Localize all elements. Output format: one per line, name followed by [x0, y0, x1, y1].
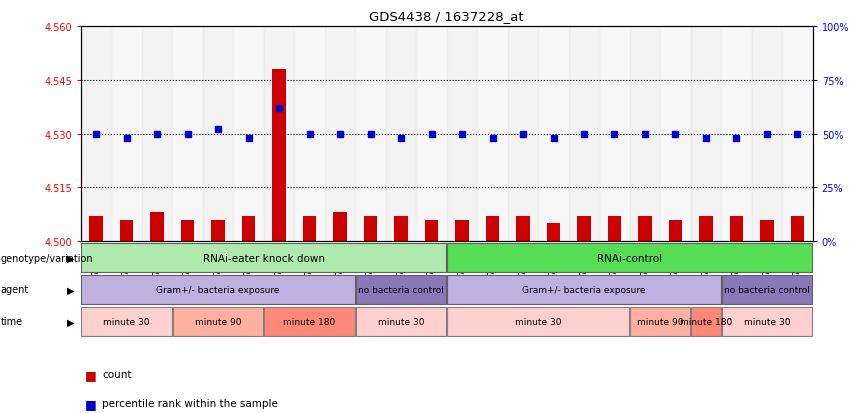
- Bar: [303, 216, 317, 242]
- Bar: [721, 27, 751, 242]
- Text: minute 30: minute 30: [744, 317, 791, 326]
- Bar: [722, 275, 812, 304]
- Bar: [355, 27, 386, 242]
- Text: genotype/variation: genotype/variation: [1, 253, 94, 263]
- Text: Gram+/- bacteria exposure: Gram+/- bacteria exposure: [523, 285, 646, 294]
- Bar: [538, 27, 568, 242]
- Bar: [782, 27, 813, 242]
- Bar: [294, 27, 325, 242]
- Bar: [448, 307, 629, 336]
- Text: Gram+/- bacteria exposure: Gram+/- bacteria exposure: [157, 285, 280, 294]
- Bar: [722, 307, 812, 336]
- Bar: [691, 27, 721, 242]
- Bar: [486, 216, 500, 242]
- Bar: [751, 27, 782, 242]
- Bar: [631, 307, 690, 336]
- Bar: [608, 216, 621, 242]
- Bar: [508, 27, 538, 242]
- Text: minute 90: minute 90: [195, 317, 242, 326]
- Text: GDS4438 / 1637228_at: GDS4438 / 1637228_at: [369, 10, 524, 23]
- Bar: [203, 27, 233, 242]
- Text: minute 30: minute 30: [103, 317, 150, 326]
- Text: minute 90: minute 90: [637, 317, 683, 326]
- Text: minute 30: minute 30: [515, 317, 562, 326]
- Bar: [448, 275, 721, 304]
- Bar: [272, 70, 286, 242]
- Text: time: time: [1, 316, 23, 327]
- Bar: [82, 275, 355, 304]
- Text: no bacteria control: no bacteria control: [358, 285, 444, 294]
- Bar: [363, 216, 377, 242]
- Text: no bacteria control: no bacteria control: [724, 285, 810, 294]
- Bar: [577, 216, 591, 242]
- Bar: [455, 220, 469, 242]
- Bar: [142, 27, 172, 242]
- Bar: [448, 243, 812, 273]
- Bar: [356, 275, 446, 304]
- Text: ■: ■: [85, 368, 97, 381]
- Text: minute 180: minute 180: [680, 317, 732, 326]
- Bar: [89, 216, 103, 242]
- Bar: [638, 216, 652, 242]
- Bar: [180, 220, 194, 242]
- Bar: [729, 216, 743, 242]
- Bar: [82, 307, 172, 336]
- Bar: [760, 220, 774, 242]
- Bar: [265, 307, 355, 336]
- Bar: [394, 216, 408, 242]
- Bar: [599, 27, 630, 242]
- Text: percentile rank within the sample: percentile rank within the sample: [102, 398, 278, 408]
- Bar: [334, 213, 347, 242]
- Bar: [669, 220, 683, 242]
- Bar: [791, 216, 804, 242]
- Bar: [447, 27, 477, 242]
- Text: ▶: ▶: [66, 316, 74, 327]
- Bar: [568, 27, 599, 242]
- Bar: [81, 27, 111, 242]
- Bar: [546, 224, 560, 242]
- Text: RNAi-control: RNAi-control: [597, 253, 662, 263]
- Bar: [151, 213, 164, 242]
- Text: ▶: ▶: [66, 253, 74, 263]
- Bar: [173, 307, 263, 336]
- Bar: [325, 27, 355, 242]
- Text: ▶: ▶: [66, 285, 74, 295]
- Bar: [242, 216, 255, 242]
- Bar: [264, 27, 294, 242]
- Text: agent: agent: [1, 285, 29, 295]
- Bar: [211, 220, 225, 242]
- Text: minute 180: minute 180: [283, 317, 335, 326]
- Bar: [700, 216, 713, 242]
- Bar: [233, 27, 264, 242]
- Bar: [386, 27, 416, 242]
- Bar: [691, 307, 721, 336]
- Bar: [120, 220, 134, 242]
- Text: count: count: [102, 369, 132, 379]
- Text: minute 30: minute 30: [378, 317, 425, 326]
- Bar: [82, 243, 446, 273]
- Bar: [517, 216, 530, 242]
- Bar: [111, 27, 142, 242]
- Bar: [477, 27, 508, 242]
- Text: ■: ■: [85, 396, 97, 410]
- Bar: [630, 27, 660, 242]
- Text: RNAi-eater knock down: RNAi-eater knock down: [203, 253, 325, 263]
- Bar: [425, 220, 438, 242]
- Bar: [660, 27, 691, 242]
- Bar: [172, 27, 203, 242]
- Bar: [416, 27, 447, 242]
- Bar: [356, 307, 446, 336]
